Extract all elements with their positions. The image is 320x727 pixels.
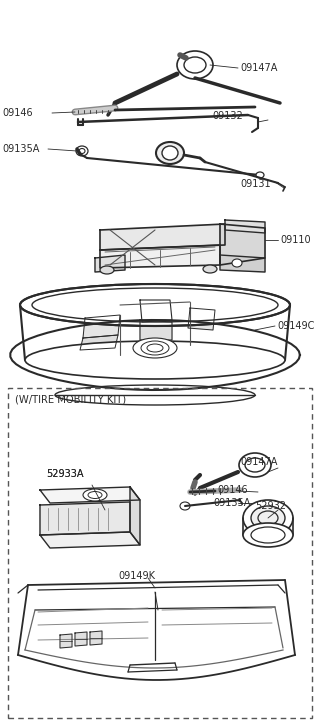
Text: 09149K: 09149K xyxy=(118,571,155,581)
Text: 09147A: 09147A xyxy=(240,63,277,73)
Polygon shape xyxy=(100,245,220,268)
Text: 09131: 09131 xyxy=(240,179,271,189)
Ellipse shape xyxy=(83,489,107,501)
Text: 52933A: 52933A xyxy=(46,469,84,479)
Text: 09135A: 09135A xyxy=(2,144,39,154)
Polygon shape xyxy=(90,631,102,645)
Ellipse shape xyxy=(76,146,88,156)
Polygon shape xyxy=(220,224,265,265)
Bar xyxy=(8,388,312,718)
Ellipse shape xyxy=(203,265,217,273)
Polygon shape xyxy=(83,315,120,338)
Text: 09149C: 09149C xyxy=(277,321,314,331)
Polygon shape xyxy=(40,532,140,548)
Polygon shape xyxy=(40,487,140,503)
Polygon shape xyxy=(140,300,172,322)
Polygon shape xyxy=(75,632,87,646)
Polygon shape xyxy=(188,308,215,330)
Text: 09110: 09110 xyxy=(280,235,311,245)
Polygon shape xyxy=(220,255,265,272)
Text: 09135A: 09135A xyxy=(213,498,250,508)
Polygon shape xyxy=(225,220,265,233)
Ellipse shape xyxy=(25,341,285,379)
Polygon shape xyxy=(130,487,140,545)
Ellipse shape xyxy=(180,502,190,510)
Polygon shape xyxy=(140,320,172,340)
Text: 09132: 09132 xyxy=(212,111,243,121)
Ellipse shape xyxy=(177,51,213,79)
Ellipse shape xyxy=(156,142,184,164)
Ellipse shape xyxy=(100,266,114,274)
Ellipse shape xyxy=(232,259,242,267)
Polygon shape xyxy=(40,502,130,535)
Ellipse shape xyxy=(133,338,177,358)
Text: (W/TIRE MOBILITY KIT): (W/TIRE MOBILITY KIT) xyxy=(15,395,126,405)
Text: 09146: 09146 xyxy=(2,108,33,118)
Ellipse shape xyxy=(239,453,271,477)
Polygon shape xyxy=(100,224,225,250)
Ellipse shape xyxy=(162,146,178,160)
Polygon shape xyxy=(80,335,118,350)
Ellipse shape xyxy=(243,523,293,547)
Ellipse shape xyxy=(20,284,290,326)
Text: 52933A: 52933A xyxy=(46,469,84,479)
Ellipse shape xyxy=(251,506,285,530)
Polygon shape xyxy=(60,634,72,648)
Text: 09146: 09146 xyxy=(217,485,248,495)
Ellipse shape xyxy=(243,500,293,536)
Ellipse shape xyxy=(256,172,264,178)
Polygon shape xyxy=(10,320,300,390)
Text: 09147A: 09147A xyxy=(240,457,277,467)
Polygon shape xyxy=(95,255,125,272)
Text: 52932: 52932 xyxy=(255,501,286,511)
